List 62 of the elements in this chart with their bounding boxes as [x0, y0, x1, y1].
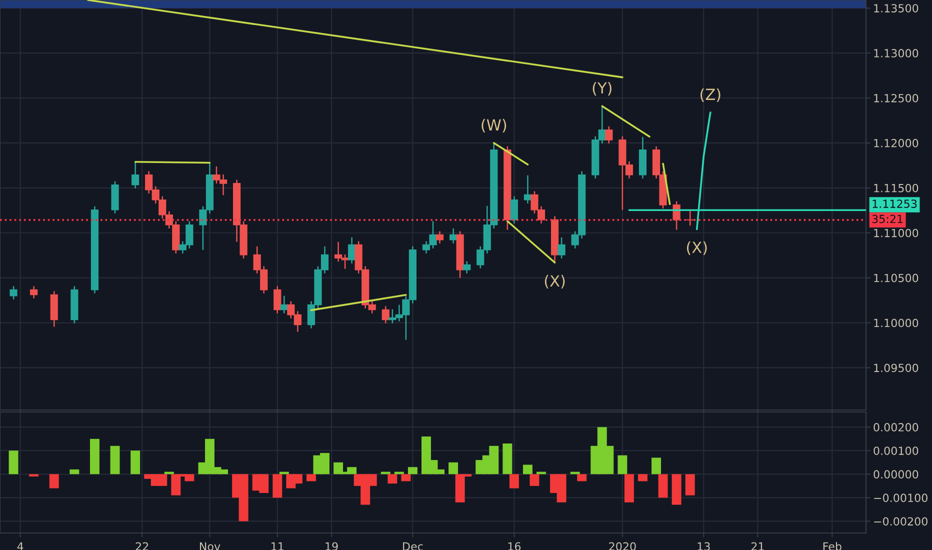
- candlestick: [274, 286, 282, 314]
- bar: [8, 450, 18, 474]
- candlestick: [436, 230, 444, 244]
- bar: [652, 458, 661, 474]
- annotation: (X): [544, 274, 565, 288]
- y-tick-label: 1.10500: [874, 274, 918, 282]
- candlestick: [510, 196, 518, 224]
- bar: [110, 446, 120, 474]
- bar: [70, 469, 80, 474]
- candlestick: [30, 286, 38, 299]
- x-tick-label: 21: [751, 542, 764, 550]
- candlestick: [382, 306, 390, 324]
- y-tick-label: −0.00200: [874, 517, 928, 526]
- bar: [624, 474, 634, 502]
- y-tick-label: −0.00100: [874, 494, 928, 502]
- bar: [638, 474, 648, 482]
- bar: [685, 474, 695, 496]
- bar: [618, 455, 628, 474]
- x-tick-label: 22: [136, 542, 148, 550]
- x-tick-label: 11: [272, 542, 284, 550]
- bar: [448, 462, 458, 474]
- bar: [658, 474, 668, 498]
- y-tick-label: 0.00000: [874, 470, 918, 479]
- y-tick-label: 1.12000: [874, 138, 918, 148]
- y-tick-label: 1.09500: [874, 364, 918, 372]
- bar: [171, 474, 181, 496]
- candlestick: [348, 236, 356, 264]
- bar: [522, 464, 532, 474]
- annotation: (X): [686, 241, 707, 255]
- bar: [509, 474, 519, 488]
- bar: [90, 438, 100, 474]
- annotation: 1.11253: [872, 200, 917, 208]
- bar: [388, 474, 398, 484]
- y-tick-label: 0.00200: [874, 423, 918, 432]
- annotation: (W): [482, 118, 506, 133]
- candlestick: [10, 286, 18, 300]
- bar: [577, 474, 587, 482]
- y-tick-label: 1.13000: [874, 49, 918, 58]
- annotation: (Z): [700, 88, 720, 102]
- x-tick-label: 4: [17, 542, 24, 550]
- candlestick: [558, 236, 566, 260]
- bar: [49, 474, 59, 488]
- bar: [502, 444, 512, 474]
- bar: [530, 474, 540, 486]
- annotation: (Y): [592, 82, 612, 96]
- y-tick-label: 0.00100: [874, 446, 918, 455]
- candlestick: [132, 161, 140, 190]
- candlestick: [605, 126, 613, 144]
- y-tick-label: 1.11500: [874, 184, 918, 192]
- bar: [306, 474, 316, 482]
- bar: [672, 474, 682, 505]
- candlestick: [463, 260, 471, 274]
- bar: [272, 474, 282, 498]
- bar: [334, 462, 344, 474]
- y-tick-label: 1.10000: [874, 318, 918, 328]
- bar: [408, 467, 418, 474]
- bar: [401, 474, 411, 482]
- y-tick-label: 1.13500: [874, 4, 918, 12]
- y-tick-label: 1.11000: [874, 228, 918, 238]
- annotation: 35:21: [872, 214, 903, 224]
- y-tick-label: 1.12500: [874, 94, 918, 102]
- bar: [130, 450, 140, 474]
